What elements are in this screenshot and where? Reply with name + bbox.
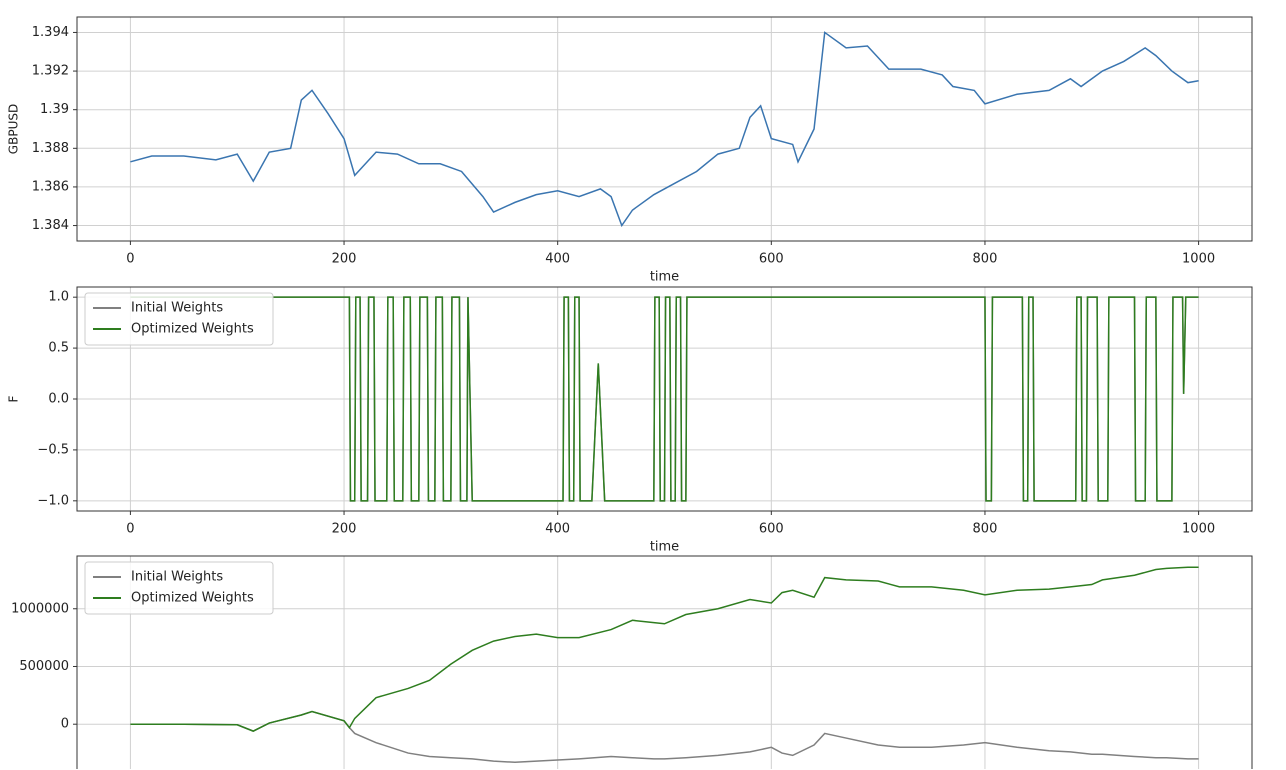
y-tick-label: 0.0 (48, 392, 69, 407)
subplot: 0 200 400 600 800 1000 −1.0 −0.5 0.0 0.5 1.0 time F I… (7, 286, 1253, 555)
y-tick-label: 0 (61, 717, 69, 732)
legend-box (84, 561, 274, 615)
x-tick-label: 800 (973, 252, 998, 267)
y-tick-label: 0.5 (48, 341, 69, 356)
series-line (130, 710, 1199, 764)
y-tick-label: 1.394 (32, 25, 69, 40)
y-tick-label: 500000 (19, 659, 69, 674)
x-tick-label: 400 (545, 522, 570, 537)
series-line (130, 566, 1199, 732)
series-line (130, 31, 1199, 228)
y-axis-label: F (7, 395, 21, 402)
subplot: 0 500000 1000000 Initial Weights Optimized W… (11, 555, 1253, 769)
x-tick-label: 400 (545, 252, 570, 267)
axes-frame (76, 286, 1253, 512)
y-tick-label: 1.39 (40, 102, 69, 117)
x-tick-label: 1000 (1182, 522, 1215, 537)
x-tick-label: 0 (126, 522, 134, 537)
y-axis-label: GBPUSD (7, 104, 21, 154)
series-line (130, 296, 1199, 502)
legend-label: Initial Weights (131, 301, 223, 316)
legend-label: Optimized Weights (131, 591, 254, 606)
y-tick-label: 1.0 (48, 290, 69, 305)
x-tick-label: 200 (332, 522, 357, 537)
legend-label: Initial Weights (131, 570, 223, 585)
x-tick-label: 1000 (1182, 252, 1215, 267)
y-tick-label: −0.5 (37, 442, 69, 457)
subplot: 0 200 400 600 800 1000 1.384 1.386 1.388 1.39 1.39… (7, 16, 1253, 285)
x-tick-label: 800 (973, 522, 998, 537)
y-tick-label: 1000000 (11, 601, 69, 616)
axes-frame (76, 16, 1253, 242)
legend-box (84, 292, 274, 346)
x-axis-label: time (650, 540, 679, 555)
x-tick-label: 600 (759, 252, 784, 267)
y-tick-label: 1.386 (32, 179, 69, 194)
y-tick-label: −1.0 (37, 493, 69, 508)
y-tick-label: 1.388 (32, 141, 69, 156)
x-tick-label: 200 (332, 252, 357, 267)
y-tick-label: 1.392 (32, 64, 69, 79)
legend-label: Optimized Weights (131, 322, 254, 337)
x-tick-label: 600 (759, 522, 784, 537)
x-axis-label: time (650, 270, 679, 285)
axes-frame (76, 555, 1253, 769)
y-tick-label: 1.384 (32, 218, 69, 233)
x-tick-label: 0 (126, 252, 134, 267)
